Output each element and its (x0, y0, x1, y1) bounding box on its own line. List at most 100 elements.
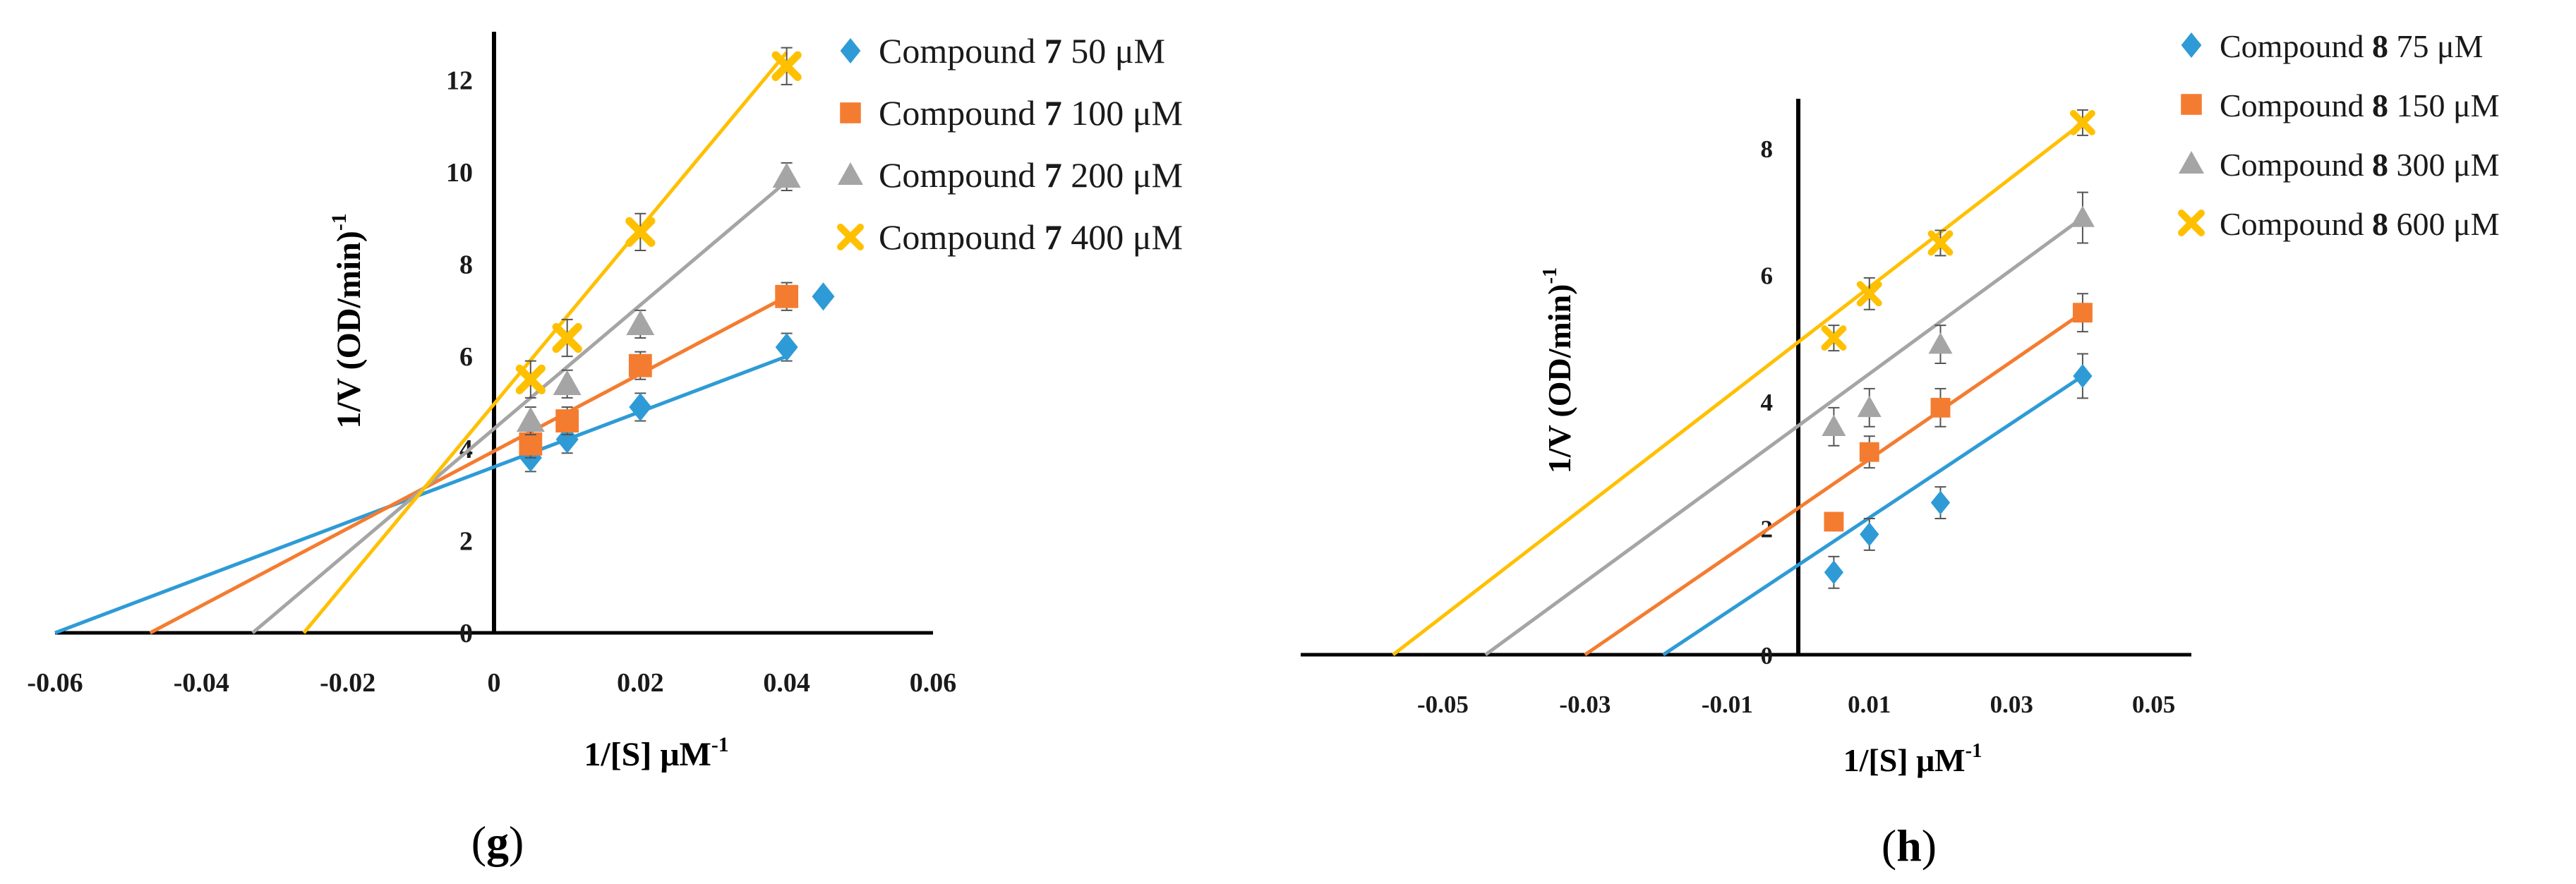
data-point-h-2-3 (2070, 205, 2095, 227)
fit-line-g-3 (302, 51, 788, 634)
panel-caption-letter-g: g (486, 817, 509, 867)
data-point-h-0-3 (2073, 363, 2093, 388)
data-point-g-3-1-stroke-b (552, 322, 582, 353)
x-tick-label-g-1: -0.04 (174, 668, 229, 698)
x-axis-label-g: 1/[S] μM-1 (584, 733, 728, 773)
x-tick-label-g-5: 0.04 (763, 668, 810, 698)
x-tick-label-g-4: 0.02 (617, 668, 664, 698)
fit-line-h-0 (1662, 374, 2084, 657)
legend-suffix-g-0: 50 μM (1062, 31, 1165, 71)
data-point-h-1-3 (2072, 303, 2093, 323)
legend-number-g-3: 7 (1045, 217, 1062, 257)
data-point-h-1-1 (1859, 442, 1879, 462)
y-axis-label-g: 1/V (OD/min)-1 (327, 213, 368, 428)
legend-entry-h-3: Compound 8 600 μM (2220, 206, 2500, 242)
y-tick-label-g-4: 8 (459, 250, 473, 280)
legend-suffix-h-0: 75 μM (2388, 28, 2484, 64)
legend-prefix-h-1: Compound (2220, 87, 2372, 123)
data-point-h-0-2 (1930, 490, 1951, 515)
legend-marker-h-1 (2181, 94, 2202, 115)
data-point-h-2-1 (1857, 395, 1882, 418)
x-axis-label-sup-h: -1 (1966, 740, 1982, 762)
data-point-g-3-0 (515, 364, 546, 394)
legend-number-g-2: 7 (1045, 155, 1062, 195)
legend-marker-g-2 (838, 162, 863, 186)
panel-caption-g: (g) (471, 817, 524, 867)
data-point-g-0-2 (629, 392, 652, 421)
data-point-g-1-2 (628, 353, 652, 377)
data-point-g-3-2-stroke-b (625, 217, 656, 247)
legend-entry-h-1: Compound 8 150 μM (2220, 87, 2500, 123)
legend-number-h-3: 8 (2372, 206, 2388, 242)
x-tick-label-h-2: -0.01 (1702, 691, 1753, 718)
panel-caption-close-g: ) (509, 817, 524, 867)
y-axis-label-main-g: 1/V (OD/min) (330, 231, 368, 428)
x-tick-label-h-0: -0.05 (1417, 691, 1469, 718)
legend-number-g-0: 7 (1045, 31, 1062, 71)
legend-marker-g-3 (837, 224, 864, 250)
data-point-g-1-0 (519, 432, 543, 456)
y-tick-label-h-4: 8 (1761, 135, 1774, 163)
x-axis-label-sup-g: -1 (711, 733, 729, 756)
data-point-h-2-0 (1822, 414, 1846, 437)
legend-suffix-h-3: 600 μM (2388, 206, 2500, 242)
chart-panel-h: -0.05-0.03-0.010.010.030.0502468Compound… (1301, 28, 2500, 871)
data-point-h-0-0 (1824, 560, 1843, 585)
legend-entry-g-3: Compound 7 400 μM (879, 217, 1183, 257)
chart-panel-g: -0.06 -0.04 -0.02 0 0.02 0.04 0.06024681012Com… (27, 31, 1183, 867)
x-tick-label-g-6: 0.06 (910, 668, 957, 698)
legend-number-h-0: 8 (2372, 28, 2388, 64)
legend-marker-h-3 (2178, 210, 2205, 236)
y-tick-label-h-2: 4 (1761, 389, 1774, 416)
y-axis-label-sup-g: -1 (327, 213, 351, 231)
legend-marker-h-0 (2181, 32, 2202, 58)
legend-suffix-h-1: 150 μM (2388, 87, 2500, 123)
legend-marker-h-2 (2179, 151, 2204, 174)
legend-prefix-h-0: Compound (2220, 28, 2372, 64)
legend-marker-g-1 (840, 102, 861, 123)
x-tick-label-h-4: 0.03 (1990, 691, 2033, 718)
legend-prefix-g-2: Compound (879, 155, 1045, 195)
legend-marker-g-3-stroke-b (837, 224, 864, 250)
data-point-g-2-2 (626, 310, 655, 336)
y-tick-label-h-3: 6 (1761, 262, 1774, 289)
data-point-g-3-1 (552, 322, 582, 353)
legend-entry-h-2: Compound 8 300 μM (2220, 147, 2500, 183)
data-point-extra-g-0 (812, 282, 835, 311)
legend-entry-g-0: Compound 7 50 μM (879, 31, 1165, 71)
data-point-g-1-1 (555, 409, 579, 432)
legend-entry-g-1: Compound 7 100 μM (879, 93, 1183, 133)
data-point-h-3-3 (2069, 109, 2095, 135)
legend-prefix-g-1: Compound (879, 93, 1045, 133)
data-point-g-3-0-stroke-b (515, 364, 546, 394)
fit-line-g-2 (251, 180, 788, 634)
data-point-g-2-0 (516, 406, 545, 432)
legend-prefix-g-0: Compound (879, 31, 1045, 71)
legend-number-g-1: 7 (1045, 93, 1062, 133)
x-tick-label-h-1: -0.03 (1559, 691, 1611, 718)
panel-caption-close-h: ) (1922, 821, 1937, 871)
legend-number-h-1: 8 (2372, 87, 2388, 123)
fit-line-h-1 (1584, 311, 2084, 657)
fit-line-g-1 (149, 295, 788, 635)
x-tick-label-h-5: 0.05 (2132, 691, 2175, 718)
y-tick-label-g-3: 6 (459, 342, 473, 372)
legend-suffix-g-3: 400 μM (1062, 217, 1183, 257)
panel-caption-h: (h) (1882, 821, 1937, 871)
data-point-g-3-2 (625, 217, 656, 247)
panel-caption-letter-h: h (1896, 821, 1922, 871)
data-point-h-0-1 (1860, 522, 1879, 547)
legend-prefix-h-3: Compound (2220, 206, 2372, 242)
x-axis-label-main-g: 1/[S] μM (584, 736, 711, 773)
y-tick-label-g-0: 0 (459, 619, 473, 648)
legend-prefix-h-2: Compound (2220, 147, 2372, 183)
data-point-h-1-2 (1930, 397, 1951, 418)
data-point-h-3-3-stroke-b (2069, 109, 2095, 135)
legend-suffix-h-2: 300 μM (2388, 147, 2500, 183)
data-point-h-2-2 (1928, 332, 1953, 354)
data-point-g-1-3 (775, 284, 799, 308)
legend-suffix-g-1: 100 μM (1062, 93, 1183, 133)
legend-marker-h-3-stroke-b (2178, 210, 2205, 236)
legend-number-h-2: 8 (2372, 147, 2388, 183)
